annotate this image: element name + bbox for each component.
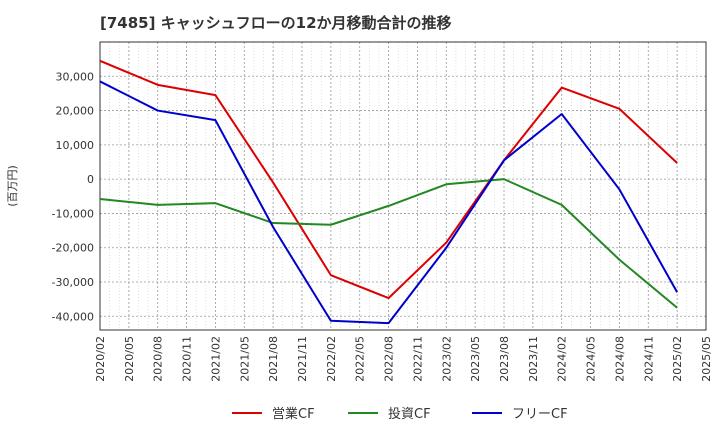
x-axis: 2020/02 2020/05 2020/08 2020/11 2021/02 2021/… — [94, 336, 713, 382]
x-tick-label: 2024/08 — [613, 336, 626, 382]
legend: 営業CF 投資CF フリーCF — [232, 406, 568, 422]
x-tick-label: 2024/02 — [556, 336, 569, 382]
x-tick-label: 2020/02 — [94, 336, 107, 382]
series-line-0 — [99, 59, 678, 300]
x-tick-label: 2020/05 — [123, 336, 136, 382]
y-tick-label: -20,000 — [52, 242, 94, 255]
x-tick-label: 2023/02 — [440, 336, 453, 382]
x-tick-label: 2023/08 — [498, 336, 511, 382]
y-tick-label: 0 — [87, 173, 94, 186]
x-tick-label: 2024/05 — [585, 336, 598, 382]
y-tick-label: -30,000 — [52, 276, 94, 289]
x-tick-label: 2020/11 — [181, 336, 194, 382]
legend-label-2: フリーCF — [512, 407, 568, 422]
x-tick-label: 2021/05 — [238, 336, 251, 382]
y-axis: 30,000 20,000 10,000 0 -10,000 -20,000 -30,000… — [52, 70, 94, 323]
series-line-1 — [99, 178, 678, 309]
x-tick-label: 2021/08 — [267, 336, 280, 382]
y-tick-label: 20,000 — [56, 105, 95, 118]
y-tick-label: 30,000 — [56, 70, 95, 83]
plot-frame — [99, 41, 707, 331]
x-tick-label: 2022/02 — [325, 336, 338, 382]
x-tick-label: 2025/05 — [700, 336, 713, 382]
x-tick-label: 2023/05 — [469, 336, 482, 382]
legend-label-1: 投資CF — [388, 406, 431, 422]
grid-lines — [100, 42, 706, 330]
y-tick-label: 10,000 — [56, 139, 95, 152]
y-tick-label: -10,000 — [52, 207, 94, 220]
x-tick-label: 2025/02 — [671, 336, 684, 382]
x-tick-label: 2022/08 — [383, 336, 396, 382]
legend-label-0: 営業CF — [272, 406, 315, 422]
x-tick-label: 2024/11 — [642, 336, 655, 382]
series-line-2 — [99, 80, 679, 325]
x-tick-label: 2021/11 — [296, 336, 309, 382]
y-tick-label: -40,000 — [52, 310, 94, 323]
x-tick-label: 2022/11 — [411, 336, 424, 382]
series-layer — [99, 59, 679, 325]
y-axis-label: (百万円) — [6, 165, 19, 207]
x-tick-label: 2020/08 — [152, 336, 165, 382]
chart-title: [7485] キャッシュフローの12か月移動合計の推移 — [100, 14, 452, 32]
x-tick-label: 2021/02 — [209, 336, 222, 382]
x-tick-label: 2023/11 — [527, 336, 540, 382]
x-tick-label: 2022/05 — [354, 336, 367, 382]
